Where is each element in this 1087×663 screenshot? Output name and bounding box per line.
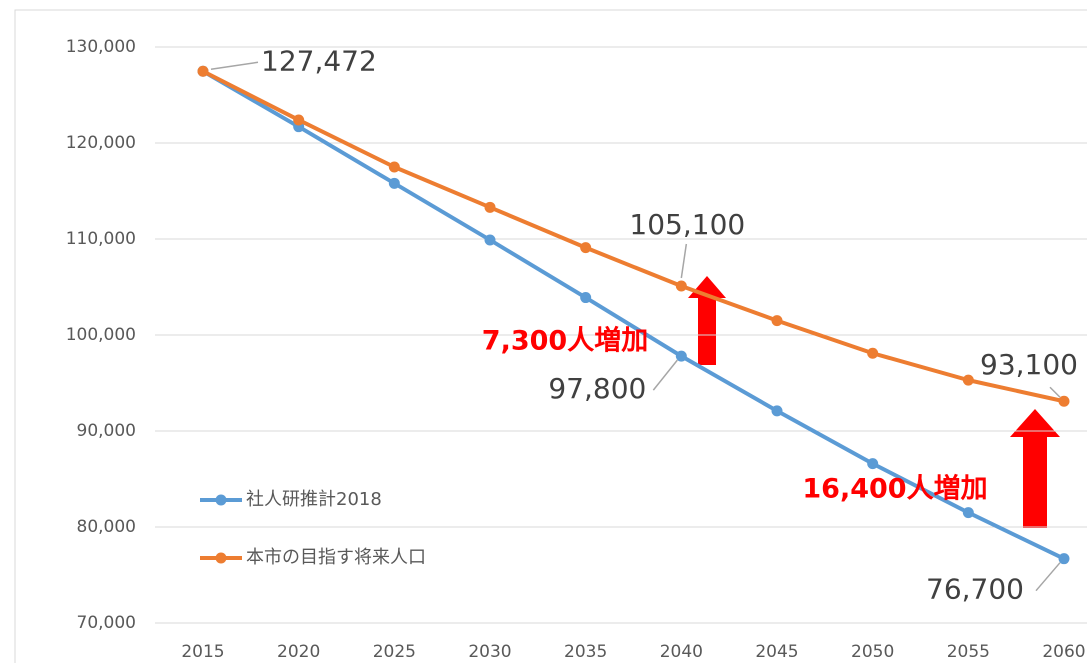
data-point	[1058, 395, 1070, 407]
data-point	[675, 280, 687, 292]
x-tick-label: 2030	[468, 642, 511, 662]
data-point	[1058, 553, 1070, 565]
data-point	[484, 234, 496, 246]
x-tick-label: 2060	[1042, 642, 1085, 662]
data-label: 76,700	[926, 573, 1024, 606]
y-tick-label: 100,000	[66, 325, 136, 345]
data-label: 93,100	[980, 348, 1078, 381]
leader-line	[210, 61, 259, 71]
x-tick-label: 2050	[851, 642, 894, 662]
x-tick-label: 2035	[564, 642, 607, 662]
legend-label: 本市の目指す将来人口	[246, 547, 426, 568]
data-point	[675, 350, 687, 362]
data-point	[388, 161, 400, 173]
y-tick-label: 90,000	[77, 421, 136, 441]
increase-arrow	[688, 276, 726, 365]
leader-line	[1035, 562, 1061, 592]
data-point	[388, 177, 400, 189]
data-label: 97,800	[548, 372, 646, 405]
data-point	[771, 315, 783, 327]
legend-swatch-marker	[215, 552, 227, 564]
x-tick-label: 2040	[660, 642, 703, 662]
data-point	[962, 374, 974, 386]
leader-line	[680, 243, 688, 279]
series-line	[202, 69, 1065, 404]
leader-line	[1049, 386, 1061, 398]
chart-frame	[14, 9, 1087, 663]
increase-arrow	[1010, 409, 1060, 528]
data-point	[580, 292, 592, 304]
x-tick-label: 2020	[277, 642, 320, 662]
legend-swatch-marker	[215, 494, 227, 506]
data-label: 127,472	[261, 44, 377, 77]
legend-label: 社人研推計2018	[246, 489, 382, 510]
data-point	[771, 405, 783, 417]
data-point	[197, 65, 209, 77]
x-tick-label: 2045	[755, 642, 798, 662]
y-tick-label: 70,000	[77, 613, 136, 633]
y-tick-label: 130,000	[66, 37, 136, 57]
annotation: 16,400人増加	[802, 473, 987, 505]
data-point	[293, 114, 305, 126]
data-point	[962, 507, 974, 519]
x-tick-label: 2025	[373, 642, 416, 662]
x-tick-label: 2015	[181, 642, 224, 662]
y-tick-label: 120,000	[66, 133, 136, 153]
annotation: 7,300人増加	[482, 325, 648, 357]
leader-line	[652, 359, 678, 391]
data-point	[867, 458, 879, 470]
data-point	[580, 242, 592, 254]
x-tick-label: 2055	[947, 642, 990, 662]
y-tick-label: 110,000	[66, 229, 136, 249]
y-tick-label: 80,000	[77, 517, 136, 537]
data-point	[867, 347, 879, 359]
data-label: 105,100	[629, 208, 745, 241]
series-line	[201, 69, 1065, 561]
data-point	[484, 201, 496, 213]
